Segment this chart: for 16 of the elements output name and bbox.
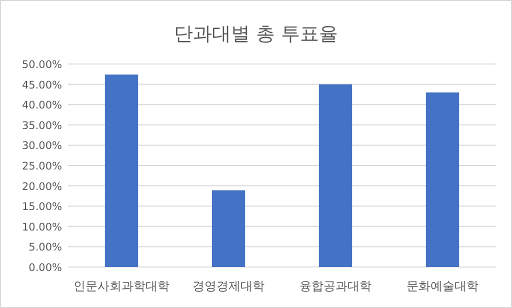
y-tick-label: 15.00%	[22, 201, 62, 214]
y-tick-label: 20.00%	[22, 180, 62, 193]
y-tick-label: 30.00%	[22, 140, 62, 152]
y-tick-label: 5.00%	[28, 242, 62, 254]
x-tick-label: 경영경제대학	[192, 279, 264, 293]
y-tick-label: 0.00%	[28, 262, 62, 274]
y-tick-label: 10.00%	[22, 221, 62, 234]
y-tick-label: 25.00%	[22, 160, 62, 172]
y-tick-label: 40.00%	[22, 100, 62, 112]
y-tick-label: 35.00%	[22, 120, 62, 132]
x-tick-label: 인문사회과학대학	[74, 279, 170, 293]
y-tick-label: 50.00%	[22, 59, 62, 71]
x-tick-label: 문화예술대학	[406, 279, 478, 293]
y-tick-label: 45.00%	[22, 79, 62, 92]
chart-title: 단과대별 총 투표율	[174, 23, 338, 45]
x-tick-label: 융합공과대학	[300, 279, 372, 293]
